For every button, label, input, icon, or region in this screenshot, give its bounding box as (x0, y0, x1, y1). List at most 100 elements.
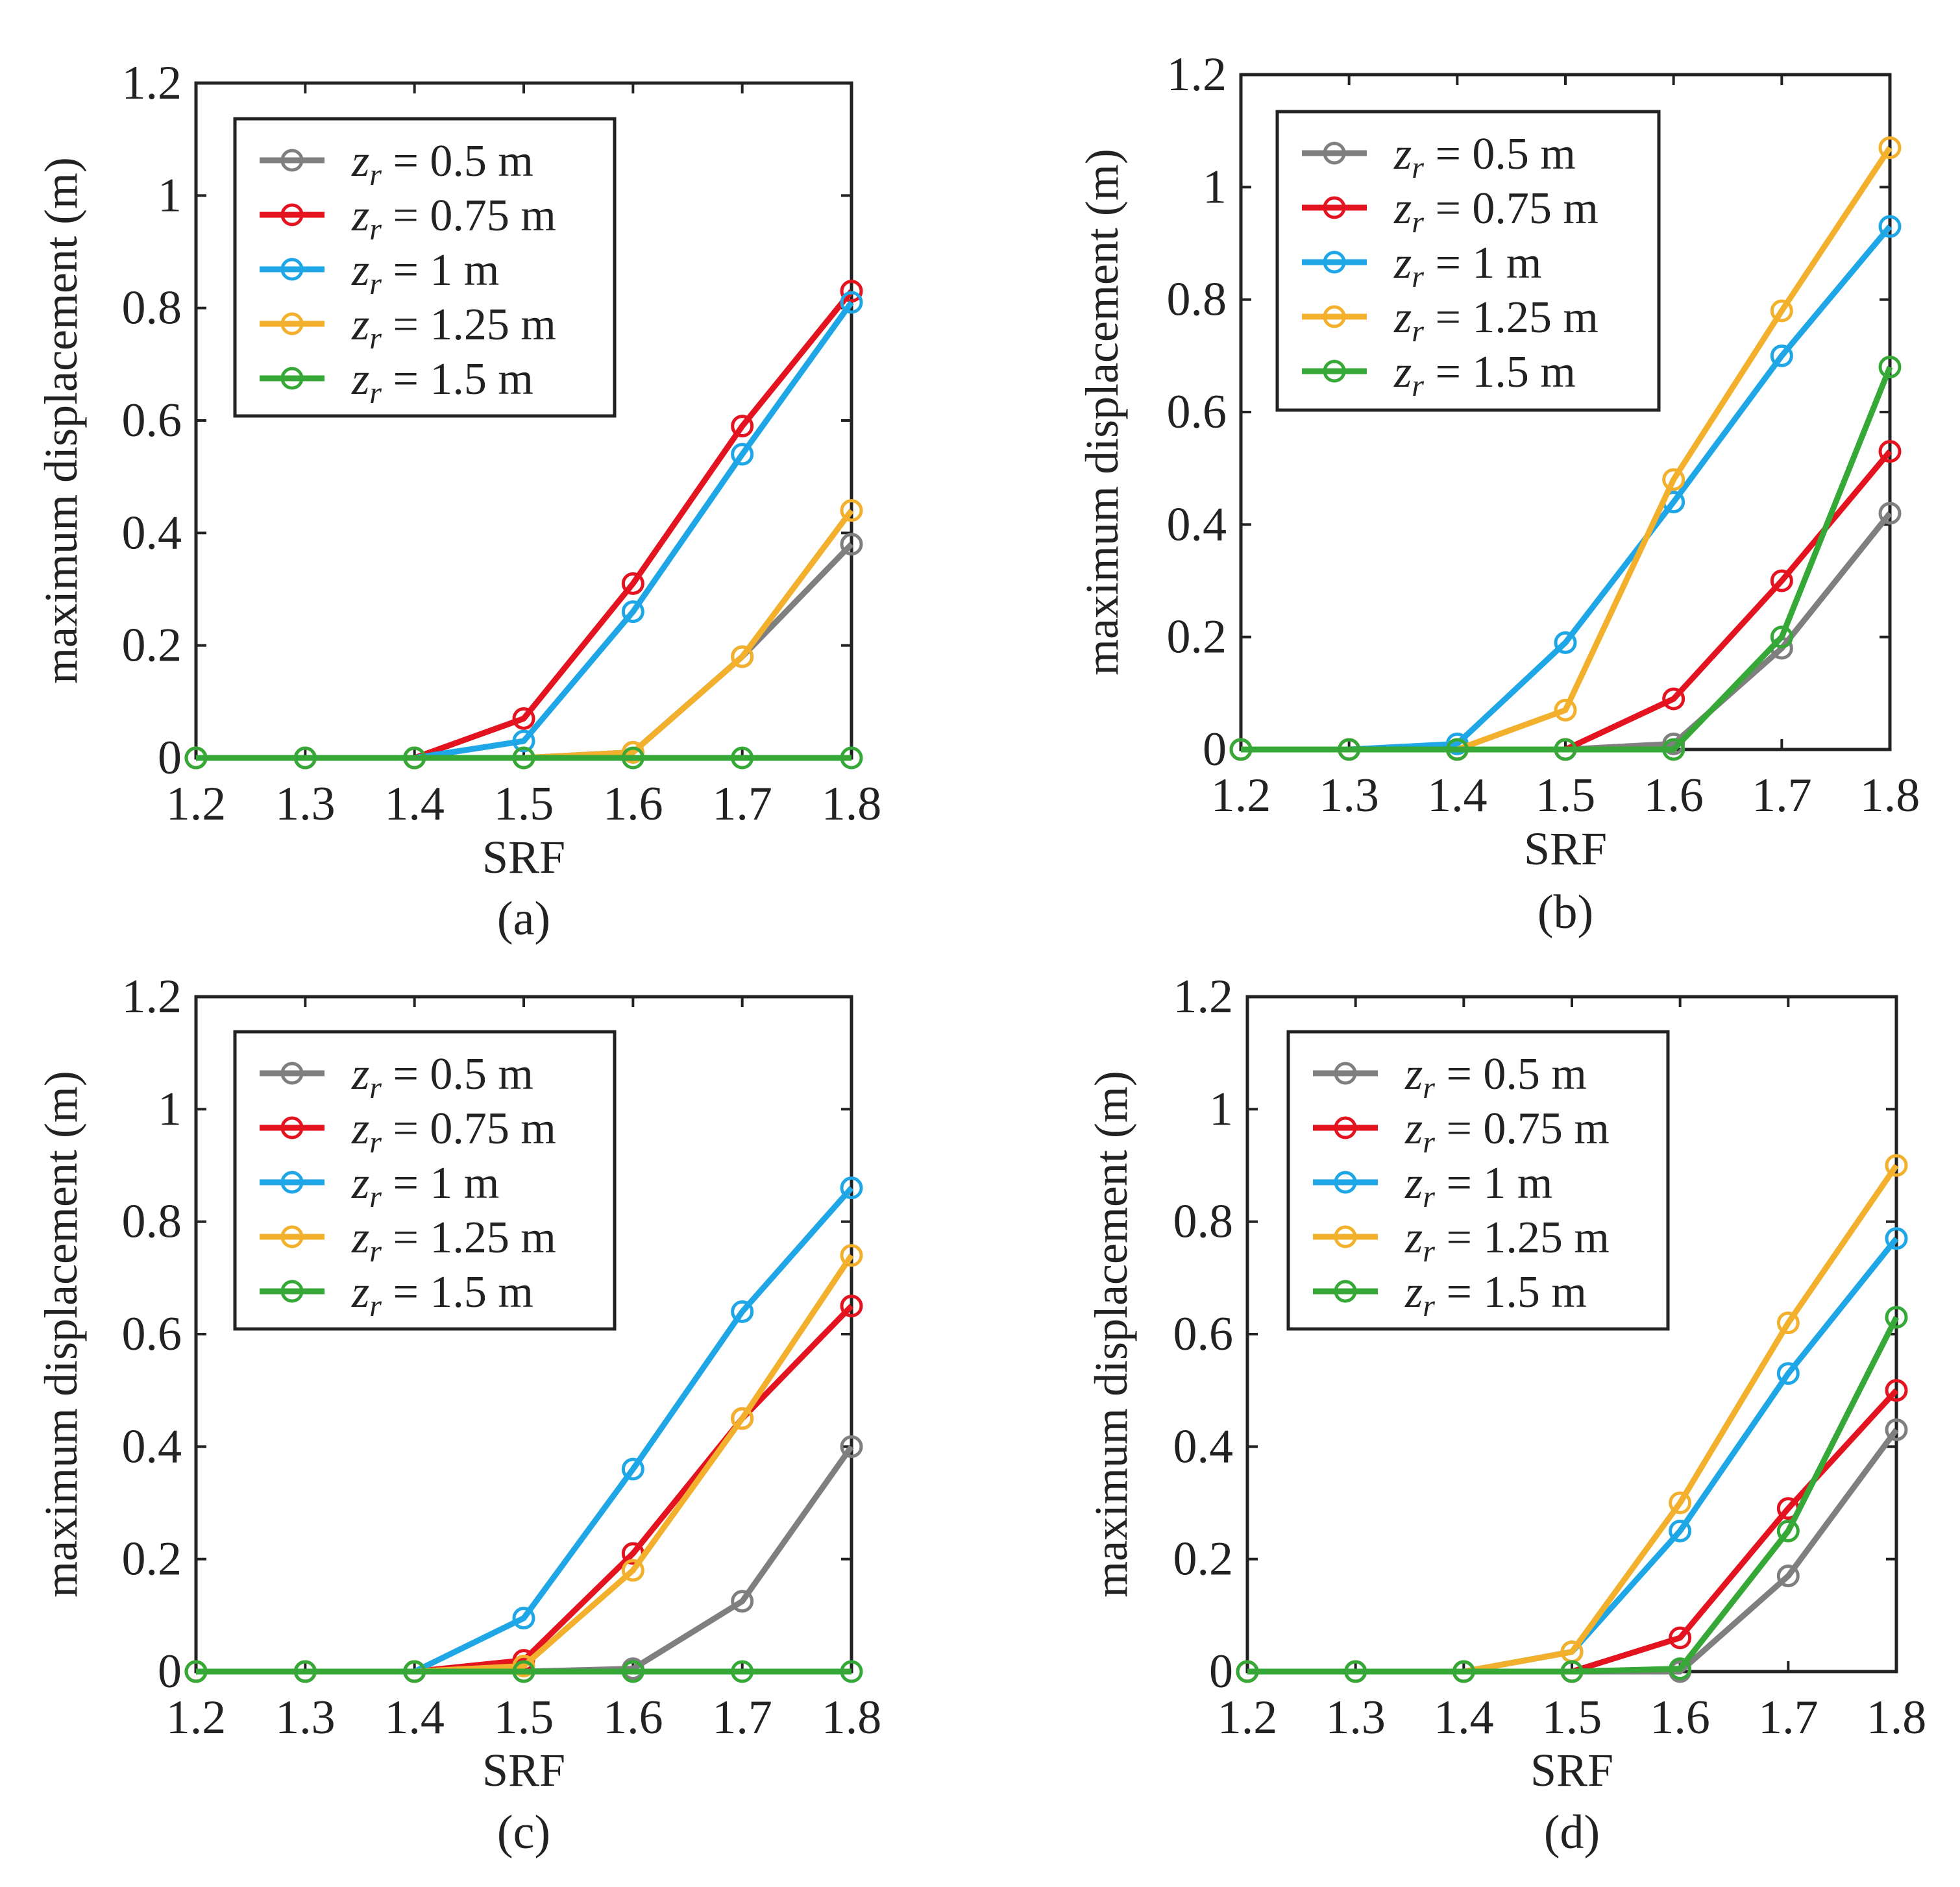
data-point (1669, 1626, 1692, 1650)
data-point (1770, 626, 1793, 649)
legend-value: = 1.5 m (1435, 1267, 1587, 1317)
x-tick-label: 1.7 (1752, 769, 1812, 822)
data-point (1554, 698, 1577, 722)
legend-subscript: r (369, 376, 382, 410)
y-tick-label: 0.6 (122, 1308, 182, 1361)
legend-swatch-marker (280, 1280, 304, 1303)
legend-label: zr = 0.5 m (1404, 1049, 1587, 1105)
series-line (1241, 365, 1893, 753)
legend-swatch-marker (1323, 196, 1346, 219)
legend-subscript: r (369, 158, 382, 192)
series-1 (184, 1435, 863, 1683)
data-point (840, 533, 863, 556)
legend-item: zr = 1.25 m (1302, 293, 1599, 348)
data-point (1662, 687, 1685, 711)
series-2 (184, 1295, 863, 1683)
y-tick-label: 0.4 (1173, 1420, 1234, 1473)
data-point (184, 746, 208, 770)
data-point (1878, 136, 1902, 160)
legend-item: zr = 1 m (260, 245, 499, 301)
legend-value: = 0.75 m (382, 1104, 556, 1154)
legend-value: = 1.5 m (382, 354, 533, 404)
legend-swatch-marker (1323, 359, 1346, 383)
legend-value: = 1.25 m (1435, 1213, 1610, 1263)
legend-value: = 1 m (382, 245, 499, 295)
x-axis-label: SRF (1524, 823, 1607, 875)
data-point (621, 1660, 644, 1683)
chart-panel-b: 1.2 1.3 1.4 1.5 1.6 1.7 1.8 0 0.2 0.4 0.6 0.8 1 1.2 SR… (1076, 48, 1920, 939)
y-tick-label: 1 (158, 169, 182, 222)
data-point (1885, 1379, 1908, 1402)
legend-label: zr = 1.5 m (1393, 347, 1576, 403)
data-point (1445, 738, 1469, 761)
legend-subscript: r (369, 1125, 382, 1160)
legend-var: z (351, 354, 369, 404)
legend-swatch-marker (280, 203, 304, 226)
legend-item: zr = 0.5 m (1313, 1049, 1587, 1105)
legend-label: zr = 1.25 m (351, 1213, 556, 1269)
legend-subscript: r (1423, 1180, 1435, 1214)
legend-item: zr = 1.25 m (260, 300, 556, 356)
panel-caption: (c) (497, 1806, 550, 1859)
legend-subscript: r (1412, 260, 1424, 294)
x-tick-label: 1.6 (1643, 769, 1704, 822)
series-line (1247, 1315, 1900, 1675)
legend-label: zr = 1.25 m (351, 300, 556, 356)
x-tick-label: 1.6 (603, 777, 663, 831)
y-tick-label: 0 (158, 731, 182, 785)
x-tick-label: 1.2 (1218, 1691, 1278, 1744)
legend-subscript: r (1423, 1234, 1435, 1269)
legend-value: = 0.5 m (1435, 1049, 1587, 1099)
x-tick-label: 1.2 (166, 777, 227, 831)
x-axis-label: SRF (1530, 1744, 1613, 1796)
series-line (1247, 1428, 1899, 1675)
legend-subscript: r (1423, 1289, 1435, 1323)
x-tick-label: 1.4 (1434, 1691, 1494, 1744)
legend-label: zr = 1.5 m (351, 1267, 533, 1323)
legend: zr = 0.5 mzr = 0.75 mzr = 1 mzr = 1.25 m… (233, 117, 617, 418)
y-axis-label: maximum displacement (m) (1076, 149, 1128, 676)
y-axis-label: maximum displacement (m) (35, 1071, 87, 1598)
legend-swatch-marker (280, 367, 304, 390)
legend-value: = 0.75 m (382, 191, 556, 241)
legend-label: zr = 0.5 m (351, 1049, 533, 1105)
data-point (621, 1559, 644, 1582)
data-point (1669, 1657, 1692, 1681)
data-point (1344, 1660, 1367, 1683)
legend-subscript: r (369, 321, 382, 356)
data-point (1878, 440, 1902, 463)
data-point (1452, 1660, 1475, 1683)
x-tick-label: 1.7 (712, 777, 772, 831)
legend-var: z (1393, 347, 1412, 397)
legend-label: zr = 0.75 m (1404, 1104, 1610, 1160)
data-point (1338, 738, 1361, 761)
data-point (293, 746, 317, 770)
legend-label: zr = 1 m (351, 1158, 499, 1214)
legend-subscript: r (1412, 314, 1424, 348)
legend-swatch-marker (1334, 1062, 1357, 1085)
legend-swatch-marker (1334, 1116, 1357, 1139)
y-tick-label: 0.4 (122, 506, 182, 559)
x-tick-label: 1.6 (603, 1691, 663, 1744)
legend-item: zr = 1.5 m (260, 354, 533, 410)
y-tick-label: 0 (158, 1645, 182, 1698)
legend-swatch-marker (1334, 1225, 1357, 1248)
data-point (621, 572, 644, 595)
y-tick-label: 0.8 (122, 1195, 182, 1248)
legend-var: z (351, 136, 369, 186)
data-point (731, 1407, 754, 1430)
x-tick-label: 1.5 (1536, 769, 1596, 822)
legend-value: = 1.5 m (1424, 347, 1576, 397)
data-point (731, 746, 754, 770)
chart-panel-a: 1.2 1.3 1.4 1.5 1.6 1.7 1.8 0 0.2 0.4 0.6 0.8 1 1.2 SR… (35, 56, 881, 945)
data-point (840, 1435, 863, 1458)
data-point (1770, 344, 1793, 367)
legend: zr = 0.5 mzr = 0.75 mzr = 1 mzr = 1.25 m… (1286, 1030, 1670, 1331)
y-axis-label: maximum displacement (m) (35, 157, 87, 684)
y-tick-label: 1.2 (122, 56, 182, 110)
data-point (621, 600, 644, 624)
data-point (403, 1660, 426, 1683)
legend-swatch-marker (1323, 250, 1346, 274)
legend-var: z (1393, 184, 1412, 234)
